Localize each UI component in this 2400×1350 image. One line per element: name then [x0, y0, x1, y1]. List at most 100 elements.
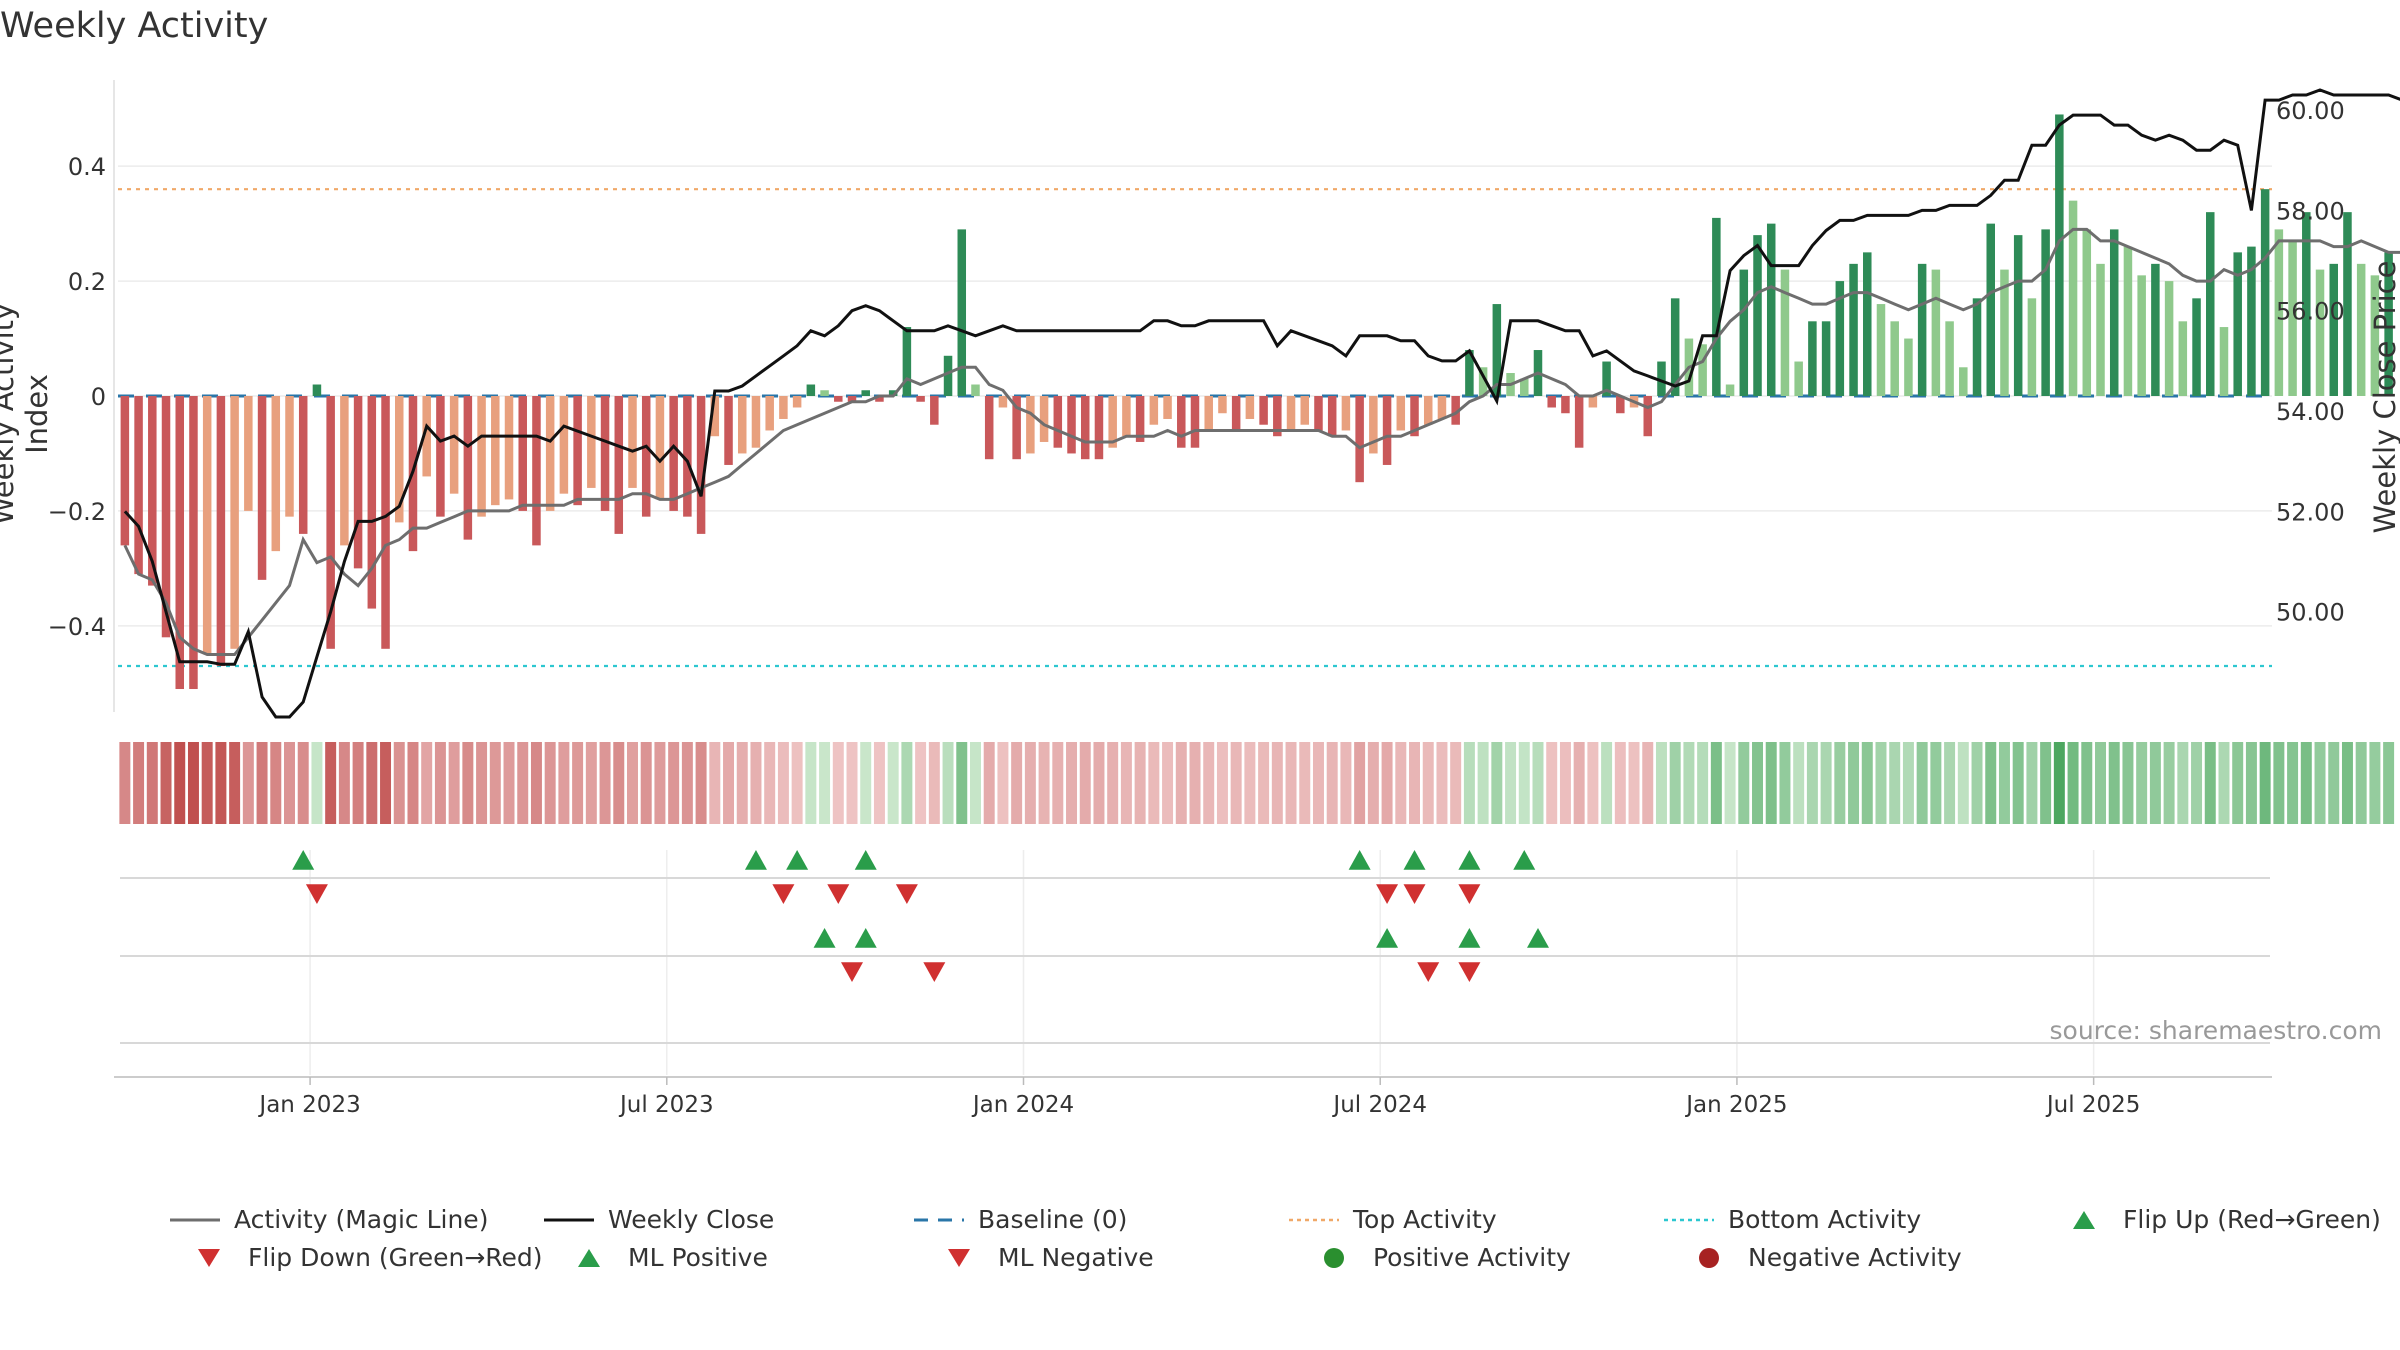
heat-cell — [969, 742, 981, 824]
heat-cell — [860, 742, 872, 824]
heat-cell — [1011, 742, 1023, 824]
activity-bar — [2027, 298, 2037, 396]
heat-cell — [1944, 742, 1956, 824]
heat-cell — [1381, 742, 1393, 824]
legend-label: Positive Activity — [1373, 1243, 1571, 1272]
heat-cell — [1409, 742, 1421, 824]
heat-cell — [997, 742, 1009, 824]
heat-cell — [1189, 742, 1201, 824]
activity-bar — [737, 396, 747, 454]
activity-bar — [875, 396, 884, 402]
activity-bar — [1616, 396, 1625, 414]
heat-cell — [1628, 742, 1640, 824]
activity-bar — [2137, 275, 2146, 396]
activity-bar — [1190, 396, 1200, 448]
activity-bar — [1286, 396, 1296, 431]
flip-down-marker — [772, 884, 795, 904]
activity-bar — [202, 396, 212, 655]
series-lines — [123, 88, 2400, 719]
activity-bar — [1177, 396, 1186, 448]
heat-cell — [1107, 742, 1119, 824]
activity-bar — [600, 396, 610, 511]
activity-bar — [545, 396, 555, 511]
activity-bar — [998, 396, 1008, 408]
heat-cell — [2369, 742, 2381, 824]
activity-bar — [930, 396, 939, 425]
activity-bar — [655, 396, 665, 500]
heat-cell — [750, 742, 762, 824]
flip-down-marker — [305, 884, 328, 904]
activity-bar — [1451, 396, 1460, 425]
heat-cell — [1765, 742, 1777, 824]
legend-item: Weekly Close — [542, 1205, 774, 1234]
activity-bar — [820, 390, 829, 396]
activity-bar — [1917, 263, 1927, 396]
heat-cell — [407, 742, 419, 824]
heat-cell — [215, 742, 227, 824]
activity-bar — [1012, 396, 1021, 460]
y-axis-right-label: Weekly Close Price — [2368, 260, 2400, 534]
activity-bar — [2082, 229, 2092, 396]
activity-bar — [1821, 321, 1831, 396]
heat-cell — [873, 742, 885, 824]
activity-bar — [1712, 217, 1721, 396]
activity-bar — [1231, 396, 1241, 431]
x-tick-label: Jul 2023 — [618, 1092, 714, 1118]
activity-bar — [2315, 269, 2325, 396]
heat-cell — [1957, 742, 1969, 824]
activity-bar — [312, 384, 322, 396]
legend-item: Flip Down (Green→Red) — [182, 1243, 543, 1272]
activity-bar — [230, 396, 239, 649]
activity-bar — [2192, 298, 2201, 396]
legend-item: Baseline (0) — [912, 1205, 1127, 1234]
activity-bar — [683, 396, 692, 517]
activity-bar — [1725, 384, 1735, 396]
activity-bar — [984, 396, 994, 460]
activity-bar — [463, 396, 473, 540]
legend: Activity (Magic Line) Weekly Close Baselin… — [160, 1205, 2400, 1285]
heat-cell — [1354, 742, 1366, 824]
heat-cell — [462, 742, 474, 824]
heat-cell — [709, 742, 721, 824]
heat-cell — [1559, 742, 1571, 824]
red-dot-icon — [1699, 1247, 1719, 1268]
activity-bars — [120, 114, 2393, 690]
ml-positive-marker — [1526, 928, 1549, 948]
axes: 0.4 0.2 0 −0.2 −0.4 60.00 58.00 56.00 54.00 52.00… — [48, 80, 2345, 712]
flip-up-marker — [854, 850, 877, 870]
activity-bar — [491, 396, 500, 506]
heat-cell — [2040, 742, 2052, 824]
activity-bar — [2274, 229, 2284, 396]
activity-bar — [1492, 304, 1502, 396]
red-down-triangle-icon — [198, 1248, 220, 1267]
y-right-tick-label: 56.00 — [2276, 298, 2345, 326]
heat-cell — [2067, 742, 2079, 824]
activity-bar — [573, 396, 582, 506]
heat-cell — [174, 742, 186, 824]
heat-cell — [2191, 742, 2203, 824]
activity-bar — [765, 396, 774, 431]
heat-cell — [1395, 742, 1407, 824]
legend-label: Top Activity — [1353, 1205, 1497, 1234]
heat-cell — [1724, 742, 1736, 824]
heat-cell — [2273, 742, 2285, 824]
ml-negative-marker — [1458, 962, 1481, 982]
heat-cell — [599, 742, 611, 824]
heat-cell — [1573, 742, 1585, 824]
activity-bar — [216, 396, 226, 667]
heat-cell — [1285, 742, 1297, 824]
activity-bar — [943, 355, 953, 396]
activity-bar — [1670, 298, 1680, 396]
activity-bar — [175, 396, 184, 690]
heat-cell — [627, 742, 638, 824]
heat-cell — [558, 742, 570, 824]
heat-cell — [2081, 742, 2093, 824]
activity-bar — [1108, 396, 1117, 448]
activity-bar — [381, 396, 390, 649]
activity-bar — [1945, 321, 1954, 396]
activity-bar — [1053, 396, 1063, 448]
activity-bar — [1300, 396, 1310, 425]
heat-cell — [448, 742, 460, 824]
heat-cell — [1930, 742, 1942, 824]
activity-bar — [751, 396, 761, 448]
